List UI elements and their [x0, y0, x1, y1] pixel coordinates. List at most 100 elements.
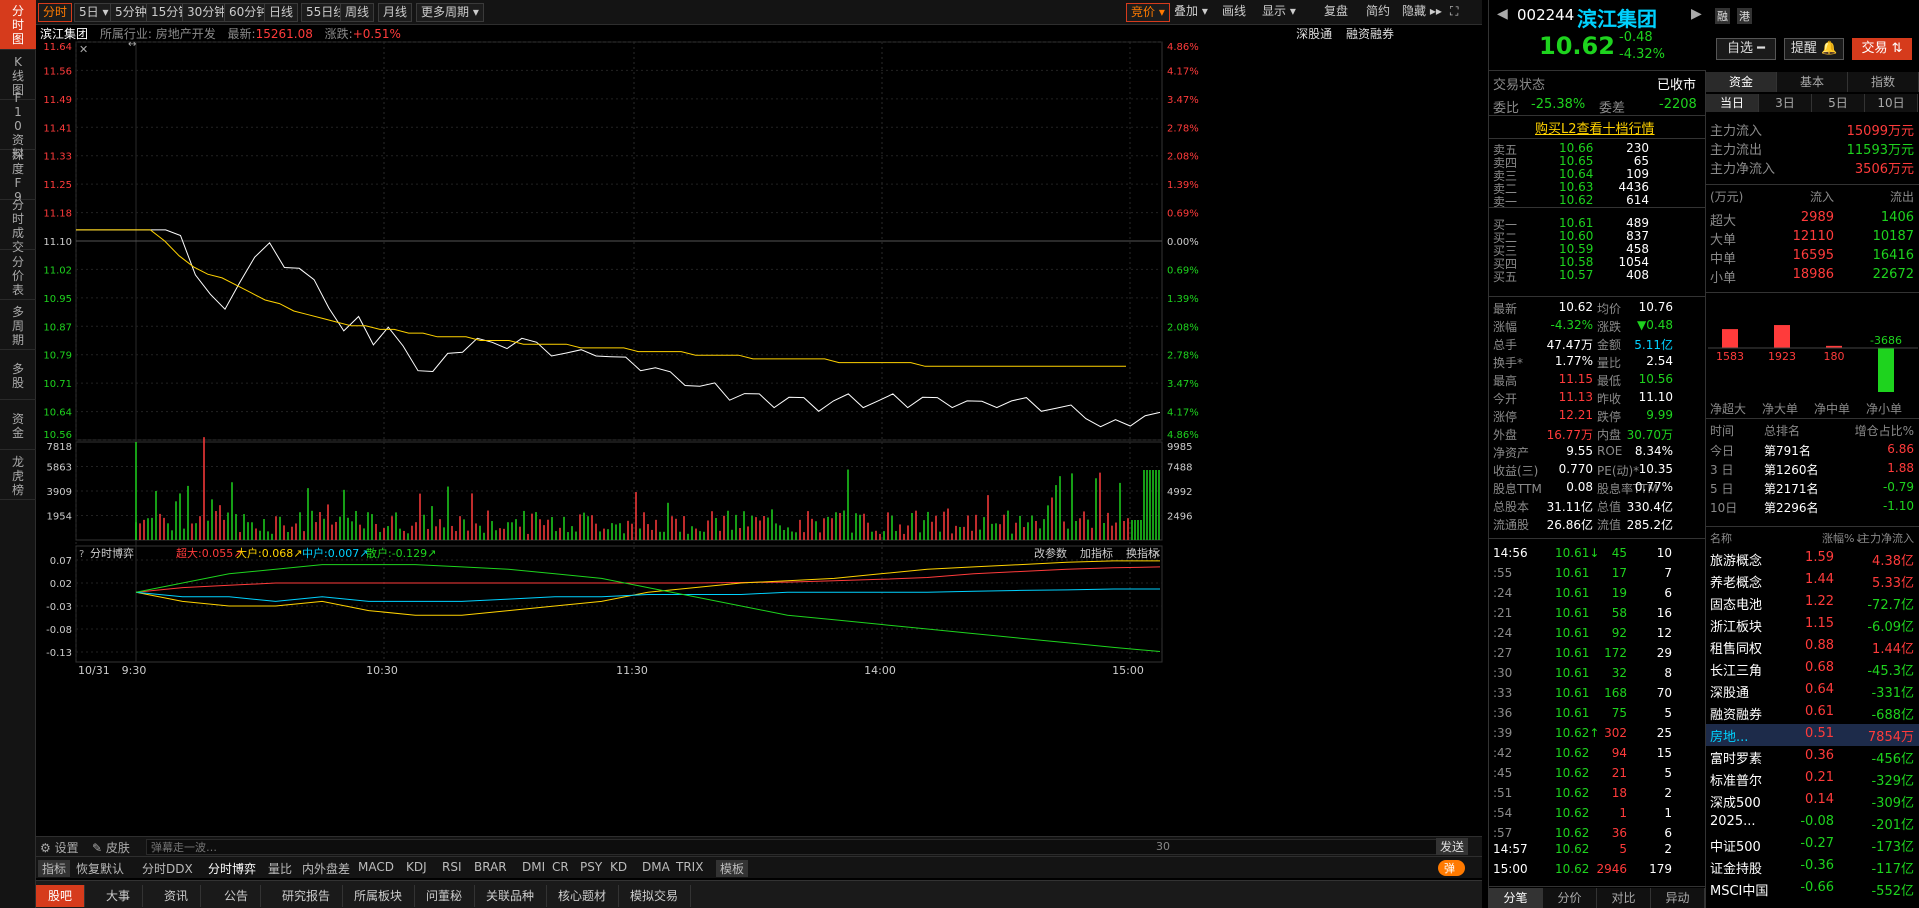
toolbar-right-0[interactable]: 竞价 ▾ — [1126, 3, 1170, 22]
period-tab-10[interactable]: 更多周期 ▾ — [416, 3, 484, 22]
sector-row[interactable]: 深股通 0.64 -331亿 — [1706, 680, 1919, 702]
next-stock-arrow[interactable]: ▶ — [1691, 6, 1702, 22]
fund-subtab-3[interactable]: 10日 — [1865, 94, 1918, 112]
toolbar-right-4[interactable]: 复盘 — [1324, 4, 1349, 18]
period-tab-9[interactable]: 月线 — [378, 3, 413, 22]
left-nav-item-5[interactable]: 分价表 — [0, 253, 36, 300]
sector-row[interactable]: 长江三角 0.68 -45.3亿 — [1706, 658, 1919, 680]
left-nav-item-6[interactable]: 多周期 — [0, 303, 36, 350]
toolbar-right-6[interactable]: 隐藏 ▸▸ — [1402, 4, 1442, 18]
fund-tab-2[interactable]: 指数 — [1848, 72, 1919, 92]
indicator-7[interactable]: KDJ — [406, 860, 427, 874]
period-tab-2[interactable]: 5分钟 — [110, 3, 152, 22]
period-tab-4[interactable]: 30分钟 — [182, 3, 232, 22]
close-icon[interactable]: ✕ — [79, 43, 88, 56]
settings-button[interactable]: ⚙ 设置 — [40, 841, 79, 855]
rzrq-link[interactable]: 融资融券 — [1345, 27, 1394, 41]
fund-tab-0[interactable]: 资金 — [1706, 72, 1777, 92]
info-tab-1[interactable]: 大事 — [94, 885, 144, 907]
intraday-chart[interactable]: 11.64 4.86% 11.56 4.17% 11.49 3.47% 11.41 2.78%… — [36, 26, 1482, 836]
sector-row[interactable]: 证金持股 -0.36 -117亿 — [1706, 856, 1919, 878]
info-tab-9[interactable]: 模拟交易 — [618, 885, 692, 907]
period-tab-7[interactable]: 55日线 — [301, 3, 351, 22]
left-nav-item-2[interactable]: F10资料 — [0, 91, 36, 161]
sector-row[interactable]: 深成500 0.14 -309亿 — [1706, 790, 1919, 812]
period-tab-0[interactable]: 分时 — [38, 3, 73, 22]
sector-row[interactable]: 标准普尔 0.21 -329亿 — [1706, 768, 1919, 790]
indicator-9[interactable]: BRAR — [474, 860, 507, 874]
toolbar-right-2[interactable]: 画线 — [1222, 4, 1247, 18]
sector-row[interactable]: MSCI中国 -0.66 -552亿 — [1706, 878, 1919, 900]
tick-tab-2[interactable]: 对比 — [1597, 888, 1651, 908]
period-tab-6[interactable]: 日线 — [264, 3, 299, 22]
fund-subtab-1[interactable]: 3日 — [1759, 94, 1812, 112]
sector-row[interactable]: 养老概念 1.44 5.33亿 — [1706, 570, 1919, 592]
indicator-14[interactable]: DMA — [642, 860, 670, 874]
left-nav-item-0[interactable]: 分时图 — [0, 0, 36, 50]
left-nav-item-4[interactable]: 分时成交 — [0, 198, 36, 254]
info-tab-8[interactable]: 核心题材 — [546, 885, 620, 907]
send-button[interactable]: 发送 — [1436, 838, 1469, 855]
info-tab-5[interactable]: 所属板块 — [342, 885, 416, 907]
info-tab-2[interactable]: 资讯 — [152, 885, 202, 907]
drag-handle-icon[interactable]: ↔ — [128, 39, 136, 50]
indicator-16[interactable]: 模板 — [716, 860, 749, 877]
info-tab-7[interactable]: 关联品种 — [474, 885, 548, 907]
toolbar-right-1[interactable]: 叠加 ▾ — [1174, 4, 1208, 18]
indicator-13[interactable]: KD — [610, 860, 628, 874]
indicator-3[interactable]: 分时博弈 — [208, 862, 257, 876]
indicator-8[interactable]: RSI — [442, 860, 462, 874]
sector-row[interactable]: 浙江板块 1.15 -6.09亿 — [1706, 614, 1919, 636]
sector-row[interactable]: 融资融券 0.61 -688亿 — [1706, 702, 1919, 724]
sector-row[interactable]: 2025... -0.08 -201亿 — [1706, 812, 1919, 834]
prev-stock-arrow[interactable]: ◀ — [1497, 6, 1508, 22]
indicator-12[interactable]: PSY — [580, 860, 603, 874]
close-game-icon[interactable]: ✕ — [1152, 547, 1161, 560]
indicator-4[interactable]: 量比 — [268, 862, 293, 876]
help-icon[interactable]: ? — [79, 549, 84, 560]
indicator-0[interactable]: 指标 — [38, 860, 71, 877]
sector-row[interactable]: 旅游概念 1.59 4.38亿 — [1706, 548, 1919, 570]
toolbar-right-3[interactable]: 显示 ▾ — [1262, 4, 1296, 18]
sector-row[interactable]: 租售同权 0.88 1.44亿 — [1706, 636, 1919, 658]
game-link-1[interactable]: 加指标 — [1080, 546, 1113, 560]
info-tab-4[interactable]: 研究报告 — [270, 885, 344, 907]
indicator-15[interactable]: TRIX — [676, 860, 704, 874]
danmu-input[interactable] — [146, 839, 1446, 855]
left-nav-item-1[interactable]: K线图 — [0, 53, 36, 100]
fund-subtab-2[interactable]: 5日 — [1812, 94, 1865, 112]
info-tab-0[interactable]: 股吧 — [36, 885, 86, 907]
sector-row[interactable]: 中证500 -0.27 -173亿 — [1706, 834, 1919, 856]
game-link-2[interactable]: 换指标 — [1126, 546, 1159, 560]
skin-button[interactable]: ✎ 皮肤 — [92, 841, 130, 855]
indicator-11[interactable]: CR — [552, 860, 569, 874]
period-tab-8[interactable]: 周线 — [340, 3, 375, 22]
game-link-0[interactable]: 改参数 — [1034, 546, 1067, 560]
indicator-5[interactable]: 内外盘差 — [302, 862, 351, 876]
add-watchlist-button[interactable]: 自选 ━ — [1716, 38, 1776, 60]
sector-row[interactable]: 房地... 0.51 7854万 — [1706, 724, 1919, 746]
sector-row[interactable]: 富时罗素 0.36 -456亿 — [1706, 746, 1919, 768]
indicator-1[interactable]: 恢复默认 — [76, 862, 125, 876]
left-nav-item-9[interactable]: 龙虎榜 — [0, 453, 36, 500]
left-nav-item-3[interactable]: 深度F9 — [0, 148, 36, 204]
fund-tab-1[interactable]: 基本 — [1777, 72, 1848, 92]
left-nav-item-8[interactable]: 资金 — [0, 403, 36, 450]
sgt-link[interactable]: 深股通 — [1296, 27, 1333, 41]
tick-tab-3[interactable]: 异动 — [1651, 888, 1705, 908]
tick-tab-0[interactable]: 分笔 — [1489, 888, 1543, 908]
trade-button[interactable]: 交易 ⇅ — [1852, 38, 1912, 60]
tick-tab-1[interactable]: 分价 — [1543, 888, 1597, 908]
toolbar-right-5[interactable]: 简约 — [1366, 4, 1391, 18]
indicator-2[interactable]: 分时DDX — [142, 862, 193, 876]
indicator-6[interactable]: MACD — [358, 860, 394, 874]
l2-link[interactable]: 购买L2查看十档行情 — [1535, 122, 1655, 137]
danmu-toggle[interactable]: 弹 — [1438, 860, 1465, 876]
info-tab-6[interactable]: 问董秘 — [414, 885, 476, 907]
sector-row[interactable]: 固态电池 1.22 -72.7亿 — [1706, 592, 1919, 614]
period-tab-1[interactable]: 5日 ▾ — [74, 3, 114, 22]
toolbar-right-7[interactable]: ⛶ — [1450, 4, 1459, 18]
info-tab-3[interactable]: 公告 — [212, 885, 262, 907]
indicator-10[interactable]: DMI — [522, 860, 546, 874]
remind-button[interactable]: 提醒 🔔 — [1784, 38, 1844, 60]
